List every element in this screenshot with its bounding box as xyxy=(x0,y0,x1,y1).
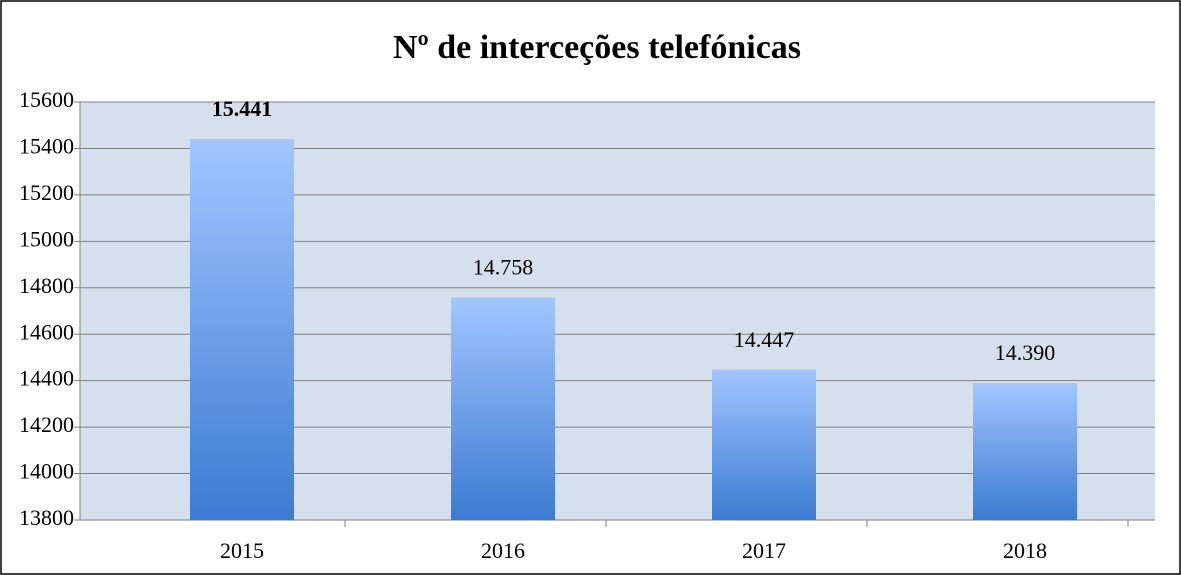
bar xyxy=(451,297,555,520)
y-tick-label: 15400 xyxy=(19,133,74,158)
data-label: 14.758 xyxy=(473,255,534,280)
bar xyxy=(712,369,816,520)
x-tick-label: 2016 xyxy=(481,538,525,563)
data-label: 14.390 xyxy=(995,340,1056,365)
y-tick-label: 14200 xyxy=(19,412,74,437)
chart-title: Nº de interceções telefónicas xyxy=(393,29,801,66)
y-tick-label: 14600 xyxy=(19,319,74,344)
y-tick-label: 15000 xyxy=(19,226,74,251)
x-tick-label: 2018 xyxy=(1003,538,1047,563)
y-tick-label: 14400 xyxy=(19,366,74,391)
bar xyxy=(973,382,1077,520)
bar xyxy=(190,138,294,520)
data-label: 15.441 xyxy=(212,96,273,121)
y-tick-label: 14000 xyxy=(19,459,74,484)
x-tick-label: 2015 xyxy=(220,538,264,563)
data-label: 14.447 xyxy=(734,327,795,352)
y-tick-label: 13800 xyxy=(19,505,74,530)
y-tick-label: 15200 xyxy=(19,180,74,205)
x-tick-label: 2017 xyxy=(742,538,786,563)
y-tick-label: 15600 xyxy=(19,87,74,112)
y-tick-label: 14800 xyxy=(19,273,74,298)
